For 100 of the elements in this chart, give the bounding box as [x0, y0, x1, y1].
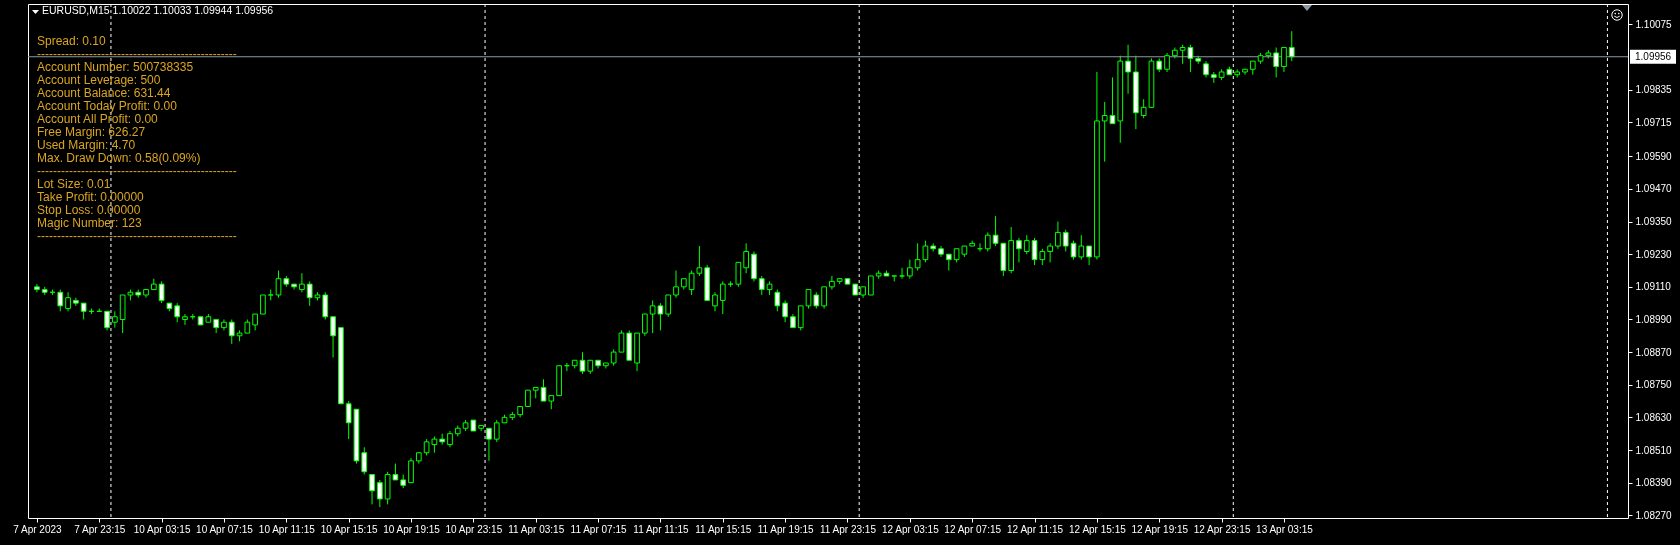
candlestick — [1164, 52, 1170, 73]
y-tick-label: 1.08270 — [1635, 509, 1673, 521]
ref-line-label: 1.09956 — [1635, 50, 1672, 62]
candlestick — [158, 280, 165, 304]
y-tick-label: 1.08870 — [1635, 346, 1673, 358]
x-tick-label: 12 Apr 03:15 — [881, 523, 940, 535]
x-tick-label: 10 Apr 11:15 — [258, 523, 316, 535]
candlestick — [291, 283, 297, 291]
annotation: Free Margin: 626.27 — [37, 125, 146, 139]
candlestick — [1288, 30, 1295, 62]
annotation: -------------------------------------------------- — [37, 47, 237, 61]
candlestick — [493, 419, 500, 443]
candlestick — [228, 318, 235, 345]
y-tick-label: 1.09230 — [1635, 248, 1673, 260]
candlestick — [719, 280, 726, 315]
candlestick — [743, 242, 750, 274]
candlestick — [712, 291, 718, 312]
x-tick-label: 12 Apr 15:15 — [1069, 523, 1127, 535]
x-tick-label: 11 Apr 19:15 — [757, 523, 815, 535]
x-tick-label: 12 Apr 19:15 — [1131, 523, 1189, 535]
candlestick — [1281, 47, 1287, 73]
annotation: Lot Size: 0.01 — [37, 177, 111, 191]
annotation: -------------------------------------------------- — [37, 164, 237, 178]
x-tick-label: 10 Apr 19:15 — [383, 523, 441, 535]
x-tick-label: 7 Apr 23:15 — [74, 523, 126, 535]
candlestick — [829, 275, 835, 291]
annotation: Account Today Profit: 0.00 — [37, 99, 178, 113]
annotation: Stop Loss: 0.00000 — [37, 203, 141, 217]
candlestick — [758, 275, 765, 296]
y-tick-label: 1.09470 — [1635, 183, 1673, 195]
x-tick-label: 11 Apr 03:15 — [508, 523, 565, 535]
x-tick-label: 11 Apr 11:15 — [633, 523, 689, 535]
candlestick — [906, 259, 913, 280]
y-tick-label: 1.08510 — [1635, 444, 1673, 456]
x-tick-label: 10 Apr 03:15 — [133, 523, 191, 535]
y-tick-label: 1.09715 — [1635, 116, 1673, 128]
candlestick — [299, 272, 305, 293]
x-tick-label: 10 Apr 15:15 — [320, 523, 378, 535]
x-tick-label: 10 Apr 23:15 — [445, 523, 503, 535]
y-tick-label: 1.09835 — [1635, 84, 1673, 96]
y-tick-label: 1.09110 — [1635, 281, 1672, 293]
candlestick — [182, 313, 188, 326]
annotation: -------------------------------------------------- — [37, 229, 237, 243]
candlestick — [221, 318, 227, 331]
x-tick-label: 13 Apr 03:15 — [1256, 523, 1314, 535]
candlestick — [73, 297, 79, 307]
x-tick-label: 10 Apr 07:15 — [196, 523, 254, 535]
candlestick — [361, 446, 368, 475]
candlestick — [673, 270, 679, 299]
y-tick-label: 1.08750 — [1635, 379, 1673, 391]
annotation: Used Margin: 4.70 — [37, 138, 136, 152]
candlestick — [641, 313, 648, 337]
candlestick — [984, 231, 991, 252]
candlestick — [1062, 229, 1069, 252]
candlestick — [735, 261, 742, 288]
x-tick-label: 11 Apr 15:15 — [695, 523, 752, 535]
annotation: Account Leverage: 500 — [37, 73, 161, 87]
candlestick — [34, 283, 40, 293]
candlestick — [868, 275, 874, 296]
candlestick — [1016, 237, 1022, 263]
candlestick — [774, 289, 781, 312]
candlestick — [369, 473, 375, 505]
candlestick — [322, 291, 329, 320]
candlestick — [1023, 234, 1030, 255]
x-tick-label: 11 Apr 23:15 — [819, 523, 877, 535]
candlestick — [1055, 221, 1061, 250]
chart-title: EURUSD,M15 1.10022 1.10033 1.09944 1.09956 — [42, 4, 274, 16]
candlestick — [408, 457, 414, 484]
candlestick — [376, 479, 383, 508]
y-tick-label: 1.10075 — [1635, 18, 1673, 30]
annotation: Account Number: 500738335 — [37, 60, 194, 74]
x-tick-label: 12 Apr 23:15 — [1193, 523, 1251, 535]
x-tick-label: 12 Apr 07:15 — [944, 523, 1002, 535]
candlestick — [174, 302, 181, 323]
candlestick — [821, 286, 827, 310]
y-tick-label: 1.09590 — [1635, 150, 1673, 162]
candlestick — [1273, 47, 1280, 78]
annotation: Max. Draw Down: 0.58(0.09%) — [37, 151, 201, 165]
x-tick-label: 7 Apr 2023 — [13, 523, 63, 535]
y-tick-label: 1.08990 — [1635, 313, 1673, 325]
annotation: Magic Number: 123 — [37, 216, 143, 230]
candlestick — [330, 316, 336, 359]
candlestick — [1125, 44, 1131, 95]
candlestick — [665, 294, 672, 318]
annotation: Take Profit: 0.00000 — [37, 190, 145, 204]
annotation: Spread: 0.10 — [37, 34, 107, 48]
y-tick-label: 1.08630 — [1635, 411, 1673, 423]
candlestick — [260, 294, 266, 315]
candlestick — [1086, 245, 1092, 266]
y-tick-label: 1.09350 — [1635, 216, 1673, 228]
annotation: Account All Profit: 0.00 — [37, 112, 159, 126]
candlestick — [797, 305, 804, 331]
y-tick-label: 1.08390 — [1635, 477, 1673, 489]
x-tick-label: 12 Apr 11:15 — [1007, 523, 1064, 535]
candlestick — [65, 291, 71, 312]
candlestick — [1047, 242, 1053, 263]
candlestick — [57, 289, 64, 312]
annotation: Account Balance: 631.44 — [37, 86, 171, 100]
x-tick-label: 11 Apr 07:15 — [570, 523, 627, 535]
candlestick — [782, 299, 788, 323]
